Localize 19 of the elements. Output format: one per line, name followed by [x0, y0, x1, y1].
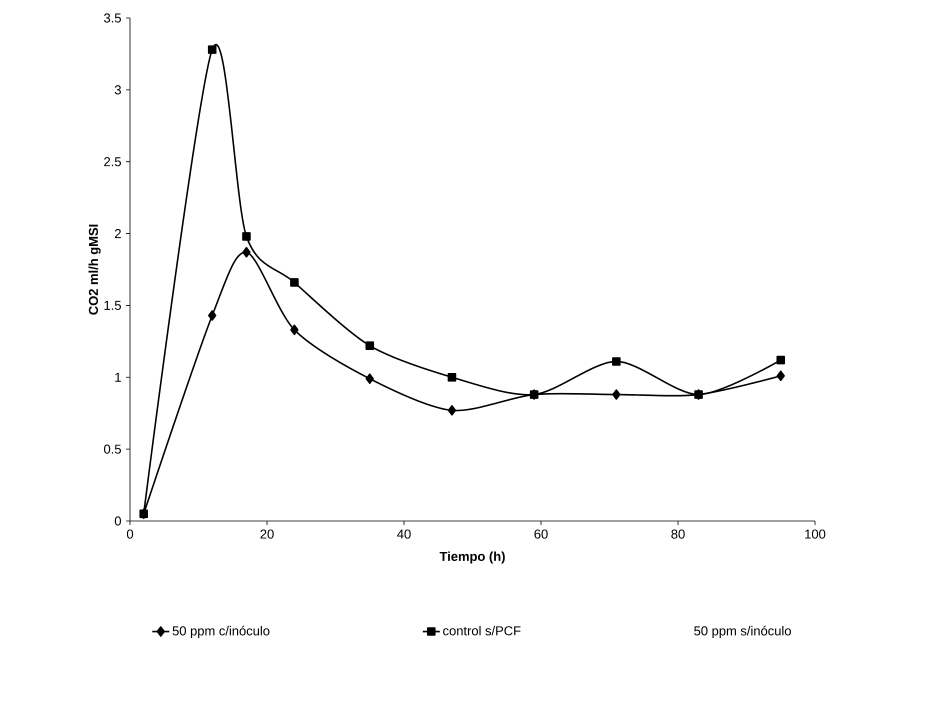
- x-tick-label: 100: [805, 529, 826, 539]
- x-tick-label: 80: [671, 529, 685, 539]
- legend-label: 50 ppm c/inóculo: [172, 626, 270, 638]
- y-tick-label: 0.5: [104, 444, 121, 454]
- x-axis-title: Tiempo (h): [440, 551, 505, 564]
- text: 50 ppm s/inóculo: [694, 626, 791, 638]
- x-tick-label: 60: [534, 529, 548, 539]
- y-tick-label: 3.5: [104, 13, 121, 23]
- legend-label: control s/PCF: [443, 626, 520, 636]
- y-tick-label: 2: [114, 229, 121, 238]
- y-axis-title: CO2 ml/h gMSI: [88, 224, 101, 315]
- x-tick-label: 40: [397, 529, 411, 539]
- y-tick-label: 2.5: [104, 157, 121, 166]
- y-tick-label: 1: [115, 372, 121, 382]
- x-tick-label: 0: [126, 529, 134, 539]
- y-tick-label: 1.5: [104, 300, 121, 310]
- x-tick-label: 20: [260, 529, 274, 539]
- y-tick-label: 0: [114, 516, 121, 526]
- y-tick-label: 3: [114, 85, 121, 94]
